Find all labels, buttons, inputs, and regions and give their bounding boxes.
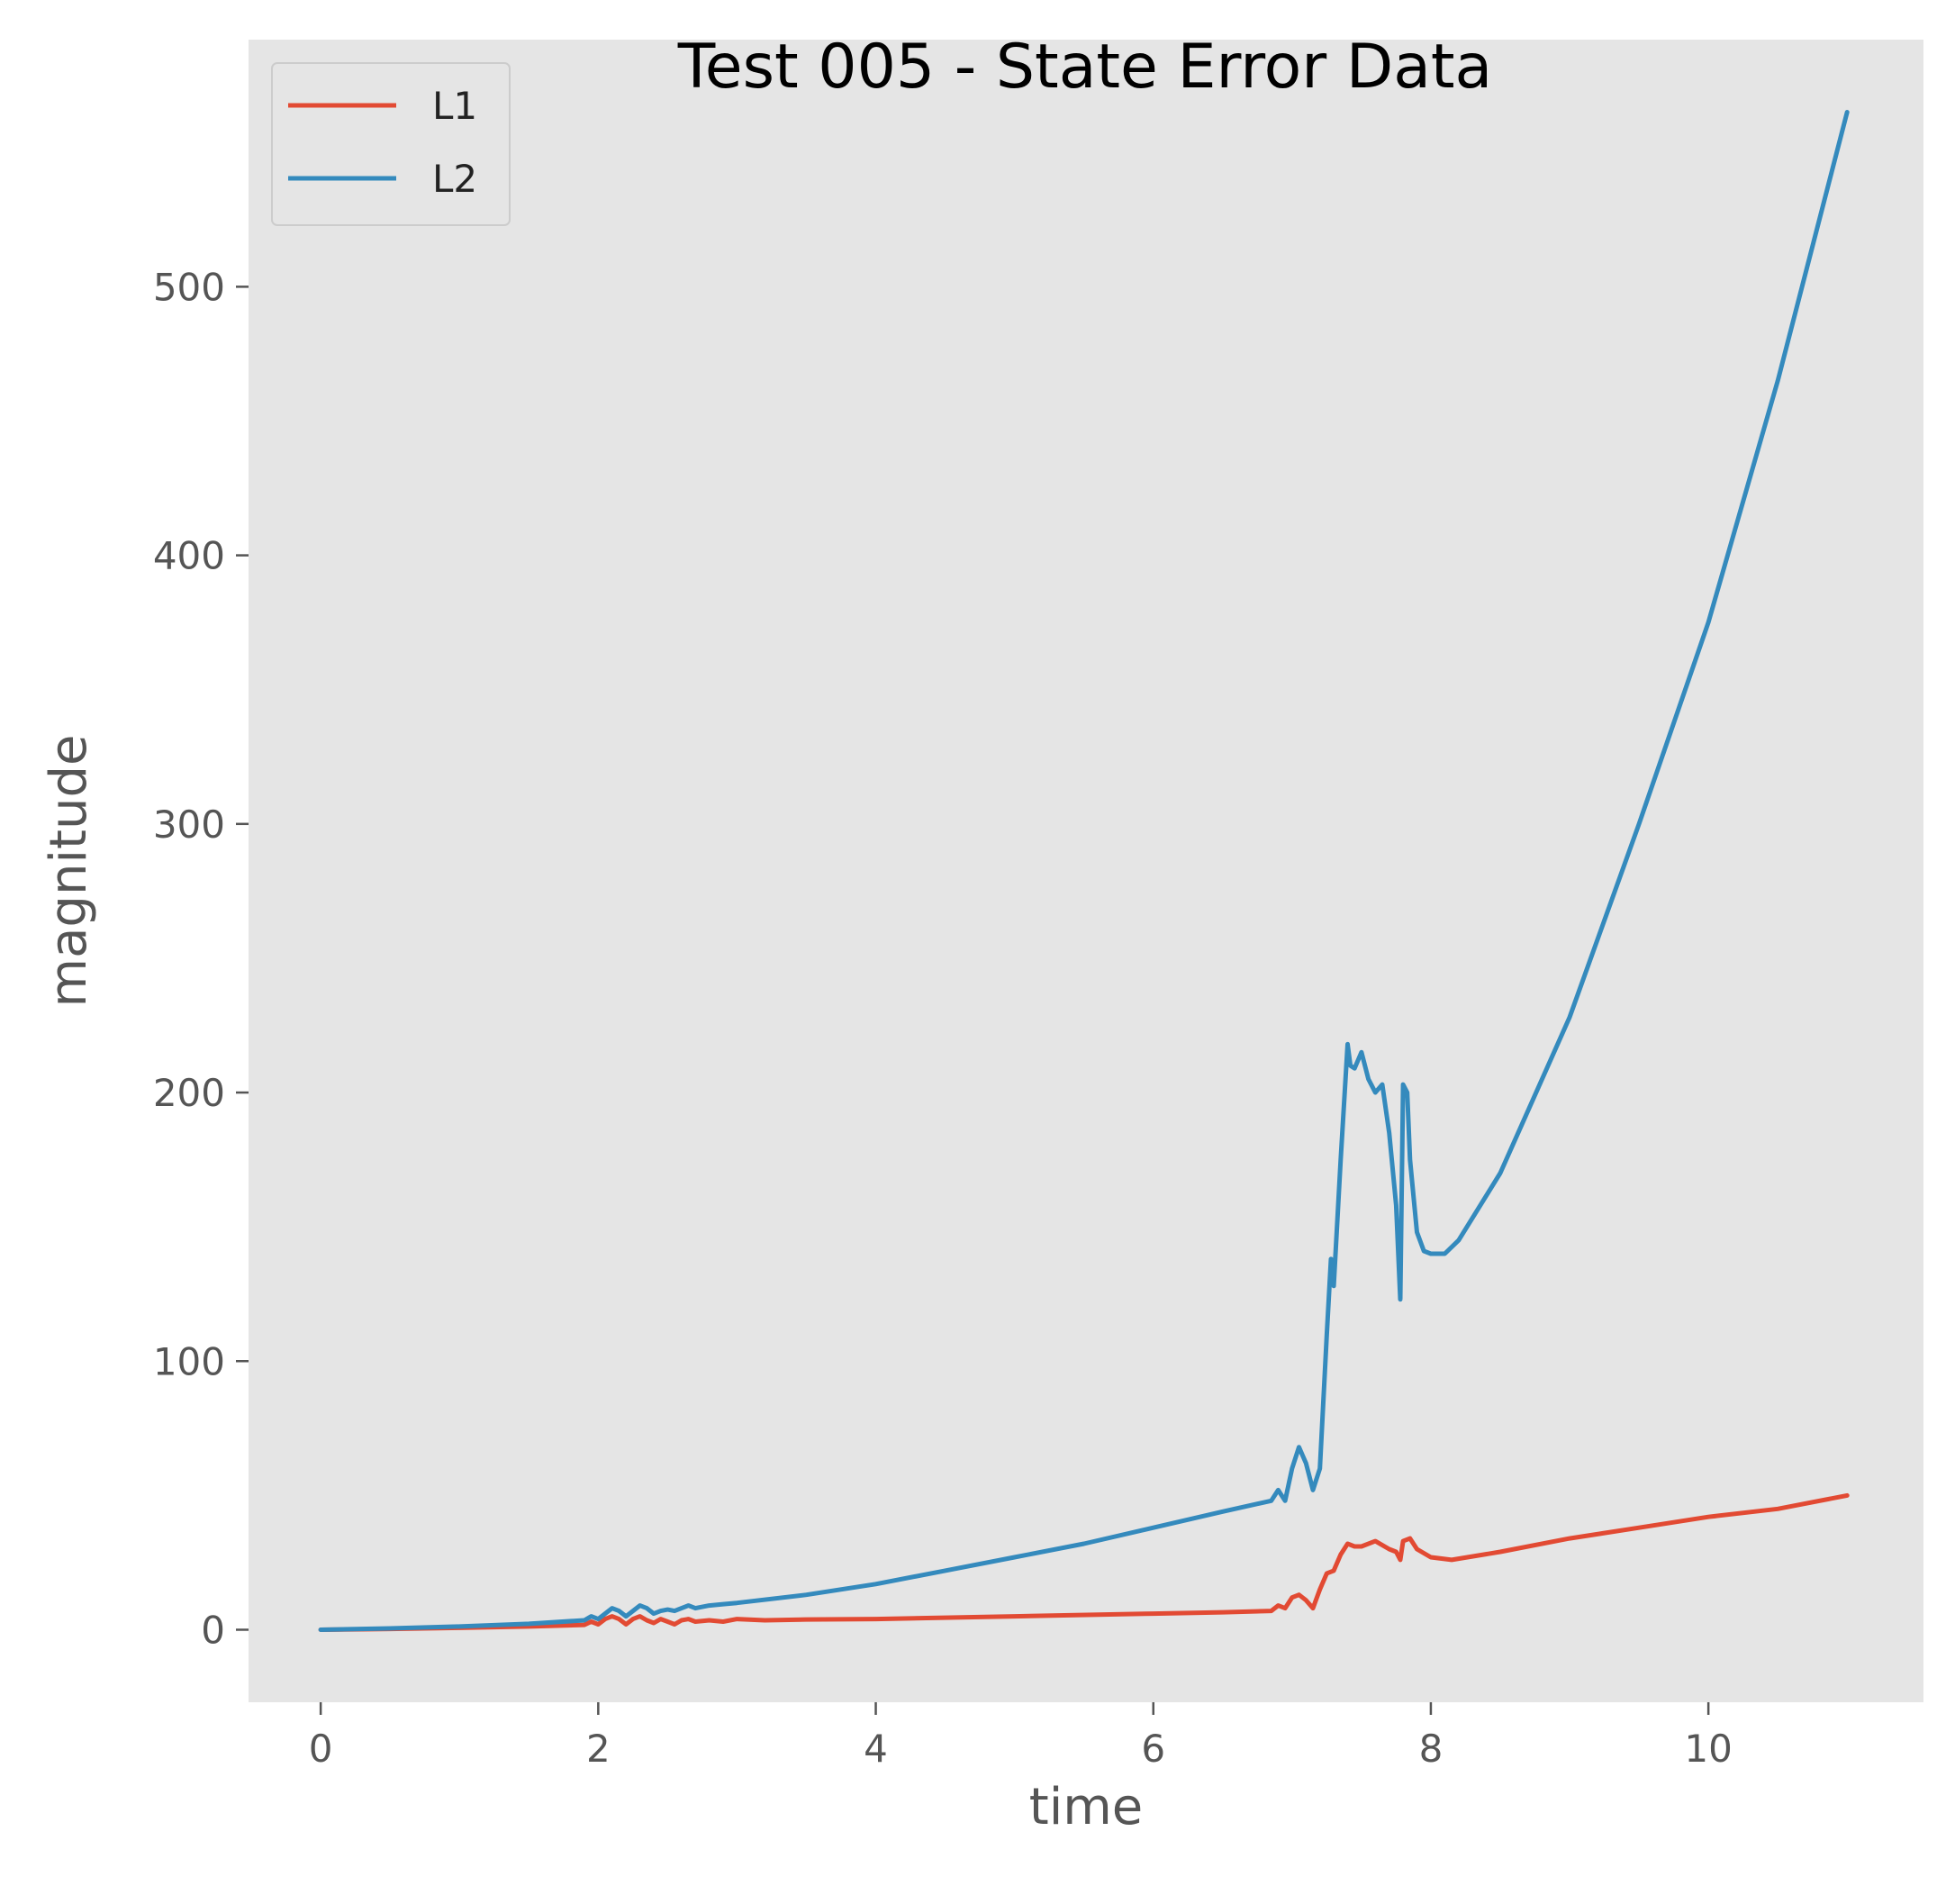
y-axis-ticks: 0 100 200 300 400 500: [153, 265, 249, 1652]
legend: L1 L2: [271, 62, 511, 226]
y-tick-label: 300: [153, 802, 225, 847]
x-tick-label: 8: [1419, 1727, 1444, 1771]
x-tick-label: 2: [586, 1727, 611, 1771]
x-tick-label: 4: [864, 1727, 888, 1771]
x-tick-label: 6: [1141, 1727, 1165, 1771]
legend-label-l2: L2: [432, 157, 477, 201]
x-tick-label: 0: [309, 1727, 333, 1771]
x-axis-label: time: [1029, 1778, 1144, 1836]
chart-title: Test 005 - State Error Data: [677, 32, 1492, 103]
x-axis-ticks: 0 2 4 6 8 10: [309, 1702, 1733, 1771]
series-line-l2: [318, 110, 1850, 1632]
series-layer: [318, 110, 1850, 1632]
y-tick-label: 500: [153, 265, 225, 309]
y-axis-label: magnitude: [40, 735, 98, 1008]
legend-label-l1: L1: [432, 84, 477, 128]
series-line-l1: [318, 1492, 1850, 1632]
y-tick-label: 0: [201, 1608, 225, 1652]
plot-area: [249, 40, 1923, 1702]
y-tick-label: 100: [153, 1339, 225, 1383]
y-tick-label: 400: [153, 534, 225, 578]
x-tick-label: 10: [1684, 1727, 1732, 1771]
y-tick-label: 200: [153, 1071, 225, 1115]
